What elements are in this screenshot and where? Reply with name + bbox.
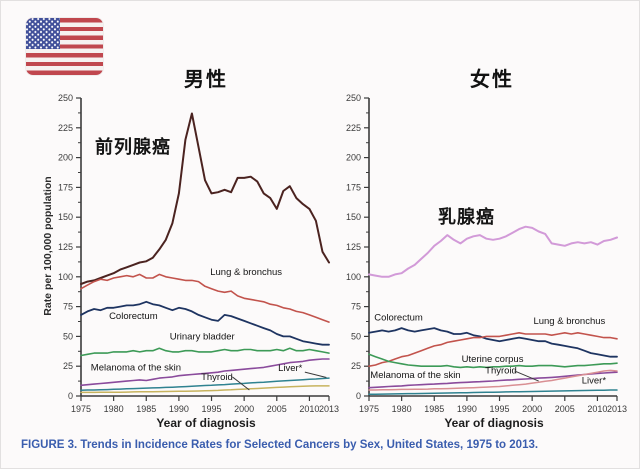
series-line-colorectum: [368, 327, 618, 358]
x-tick-label: 2005: [267, 404, 287, 414]
series-label-colorectum: Colorectum: [109, 311, 158, 322]
x-axis-title-male: Year of diagnosis: [156, 416, 256, 430]
series-line-lung-bronchus: [368, 332, 618, 368]
y-tick-label: 100: [346, 272, 361, 282]
x-tick-label: 1980: [104, 404, 124, 414]
x-tick-label: 1990: [169, 404, 189, 414]
x-tick-label: 1975: [359, 404, 379, 414]
y-tick-label: 175: [346, 182, 361, 192]
series-label-melanoma-of-the-skin: Melanoma of the skin: [370, 370, 460, 381]
us-flag-icon: [26, 18, 103, 75]
x-axis-title-female: Year of diagnosis: [444, 416, 544, 430]
y-tick-label: 50: [63, 331, 73, 341]
x-tick-label: 1975: [71, 404, 91, 414]
y-tick-label: 200: [346, 153, 361, 163]
x-tick-label: 1995: [202, 404, 222, 414]
series-line-uterine-corpus: [368, 353, 618, 369]
y-tick-label: 200: [58, 153, 73, 163]
series-label-liver: Liver*: [582, 376, 607, 387]
y-tick-label: 0: [68, 391, 73, 401]
y-tick-label: 150: [58, 212, 73, 222]
x-tick-label: 2013: [607, 404, 627, 414]
chart-male: 0 25 50 75 100 125 150 175 200 225 250 1975 1980 1985…: [29, 89, 341, 446]
y-tick-label: 225: [58, 123, 73, 133]
series-label-lung-bronchus: Lung & bronchus: [533, 316, 605, 327]
chart-female: 0 25 50 75 100 125 150 175 200 225 250 1975 1980 1985…: [331, 89, 635, 446]
series-line-liver: [368, 389, 618, 395]
prostate-cancer-label: 前列腺癌: [95, 137, 171, 158]
y-tick-label: 125: [58, 242, 73, 252]
pointer-line-thyroid: [232, 376, 250, 391]
series-line-prostate: [80, 112, 330, 285]
y-tick-label: 225: [346, 123, 361, 133]
y-tick-label: 25: [351, 361, 361, 371]
y-tick-label: 25: [63, 361, 73, 371]
x-tick-label: 1990: [457, 404, 477, 414]
series-line-thyroid: [368, 369, 618, 391]
panel-title-male: 男性: [184, 67, 228, 91]
us-flag-canton: [26, 18, 60, 49]
series-label-uterine-corpus: Uterine corpus: [462, 354, 524, 365]
series-line-lung-bronchus: [80, 273, 330, 323]
series-label-colorectum: Colorectum: [374, 312, 423, 323]
y-tick-label: 125: [346, 242, 361, 252]
x-tick-label: 2013: [319, 404, 339, 414]
x-tick-label: 2005: [555, 404, 575, 414]
series-line-liver: [80, 377, 330, 392]
series-label-thyroid: Thyroid: [201, 372, 233, 383]
y-tick-label: 250: [58, 93, 73, 103]
x-tick-label: 1995: [490, 404, 510, 414]
y-tick-label: 50: [351, 331, 361, 341]
x-tick-label: 2000: [522, 404, 542, 414]
series-label-urinary-bladder: Urinary bladder: [170, 331, 235, 342]
panel-title-female: 女性: [470, 67, 514, 91]
y-tick-label: 0: [356, 391, 361, 401]
y-tick-label: 150: [346, 212, 361, 222]
y-tick-label: 175: [58, 182, 73, 192]
series-line-thyroid: [80, 385, 330, 394]
x-tick-label: 1985: [136, 404, 156, 414]
figure-caption: FIGURE 3. Trends in Incidence Rates for …: [21, 439, 539, 451]
x-tick-label: 1985: [424, 404, 444, 414]
series-label-liver: Liver*: [278, 363, 303, 374]
series-line-melanoma-of-the-skin: [368, 371, 618, 389]
chart-svg-female: 0 25 50 75 100 125 150 175 200 225 250 1975 1980 1985…: [346, 93, 627, 414]
chart-svg-male: 0 25 50 75 100 125 150 175 200 225 250 1975 1980 1985…: [58, 93, 339, 414]
series-line-breast: [368, 225, 618, 278]
series-line-melanoma-of-the-skin: [80, 358, 330, 387]
pointer-line-thyroid: [514, 370, 539, 382]
breast-cancer-label: 乳腺癌: [438, 207, 495, 228]
x-tick-label: 1980: [392, 404, 412, 414]
x-tick-label: 2010: [587, 404, 607, 414]
series-label-melanoma-of-the-skin: Melanoma of the skin: [91, 362, 181, 373]
x-tick-label: 2000: [234, 404, 254, 414]
series-label-lung-bronchus: Lung & bronchus: [210, 267, 282, 278]
series-line-colorectum: [80, 300, 330, 346]
series-label-thyroid: Thyroid: [485, 365, 517, 376]
pointer-line-liver: [304, 371, 327, 379]
y-tick-label: 75: [63, 302, 73, 312]
y-tick-label: 250: [346, 93, 361, 103]
x-tick-label: 2010: [299, 404, 319, 414]
y-tick-label: 100: [58, 272, 73, 282]
series-line-urinary-bladder: [80, 347, 330, 357]
y-tick-label: 75: [351, 302, 361, 312]
